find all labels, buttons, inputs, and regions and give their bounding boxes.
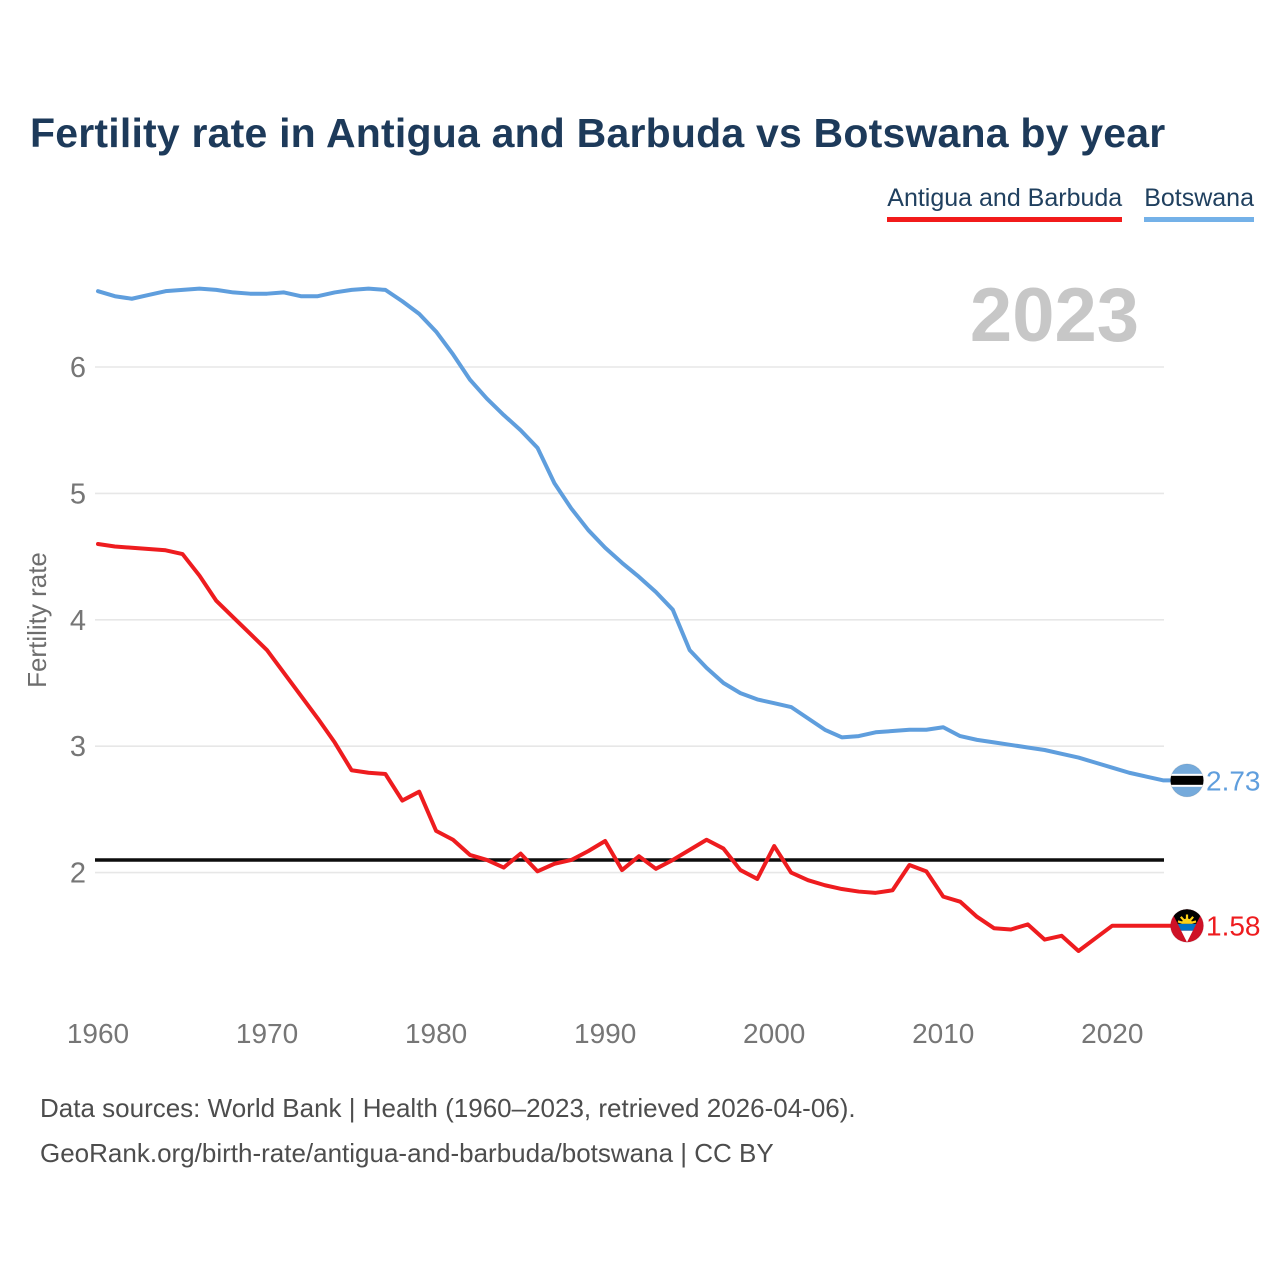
x-tick-label-2000: 2000 — [743, 1018, 805, 1049]
end-value-label-botswana: 2.73 — [1206, 765, 1261, 796]
y-tick-label-3: 3 — [70, 731, 86, 763]
legend-item-botswana[interactable]: Botswana — [1144, 184, 1254, 222]
footer-data-sources: Data sources: World Bank | Health (1960–… — [40, 1093, 856, 1123]
flag-marker-antigua-and-barbuda[interactable] — [1170, 909, 1204, 943]
footer: Data sources: World Bank | Health (1960–… — [40, 1086, 856, 1176]
x-tick-label-2020: 2020 — [1081, 1018, 1143, 1049]
legend-item-antigua-and-barbuda[interactable]: Antigua and Barbuda — [887, 184, 1123, 222]
x-tick-label-2010: 2010 — [912, 1018, 974, 1049]
y-tick-label-4: 4 — [70, 605, 86, 637]
year-watermark: 2023 — [969, 273, 1139, 358]
x-tick-label-1980: 1980 — [405, 1018, 467, 1049]
flag-marker-botswana[interactable] — [1170, 763, 1204, 797]
legend: Antigua and Barbuda Botswana — [887, 184, 1254, 222]
y-tick-label-5: 5 — [70, 478, 86, 510]
x-tick-label-1970: 1970 — [236, 1018, 298, 1049]
x-tick-label-1990: 1990 — [574, 1018, 636, 1049]
page-title: Fertility rate in Antigua and Barbuda vs… — [30, 110, 1166, 156]
series-line-antigua-and-barbuda[interactable] — [96, 541, 1175, 953]
x-tick-label-1960: 1960 — [67, 1018, 129, 1049]
y-tick-label-2: 2 — [70, 858, 86, 890]
end-value-label-antigua-and-barbuda: 1.58 — [1206, 911, 1261, 942]
series-line-botswana[interactable] — [96, 286, 1175, 783]
y-tick-label-6: 6 — [70, 352, 86, 384]
y-axis-title: Fertility rate — [22, 552, 52, 688]
footer-attribution: GeoRank.org/birth-rate/antigua-and-barbu… — [40, 1138, 774, 1168]
